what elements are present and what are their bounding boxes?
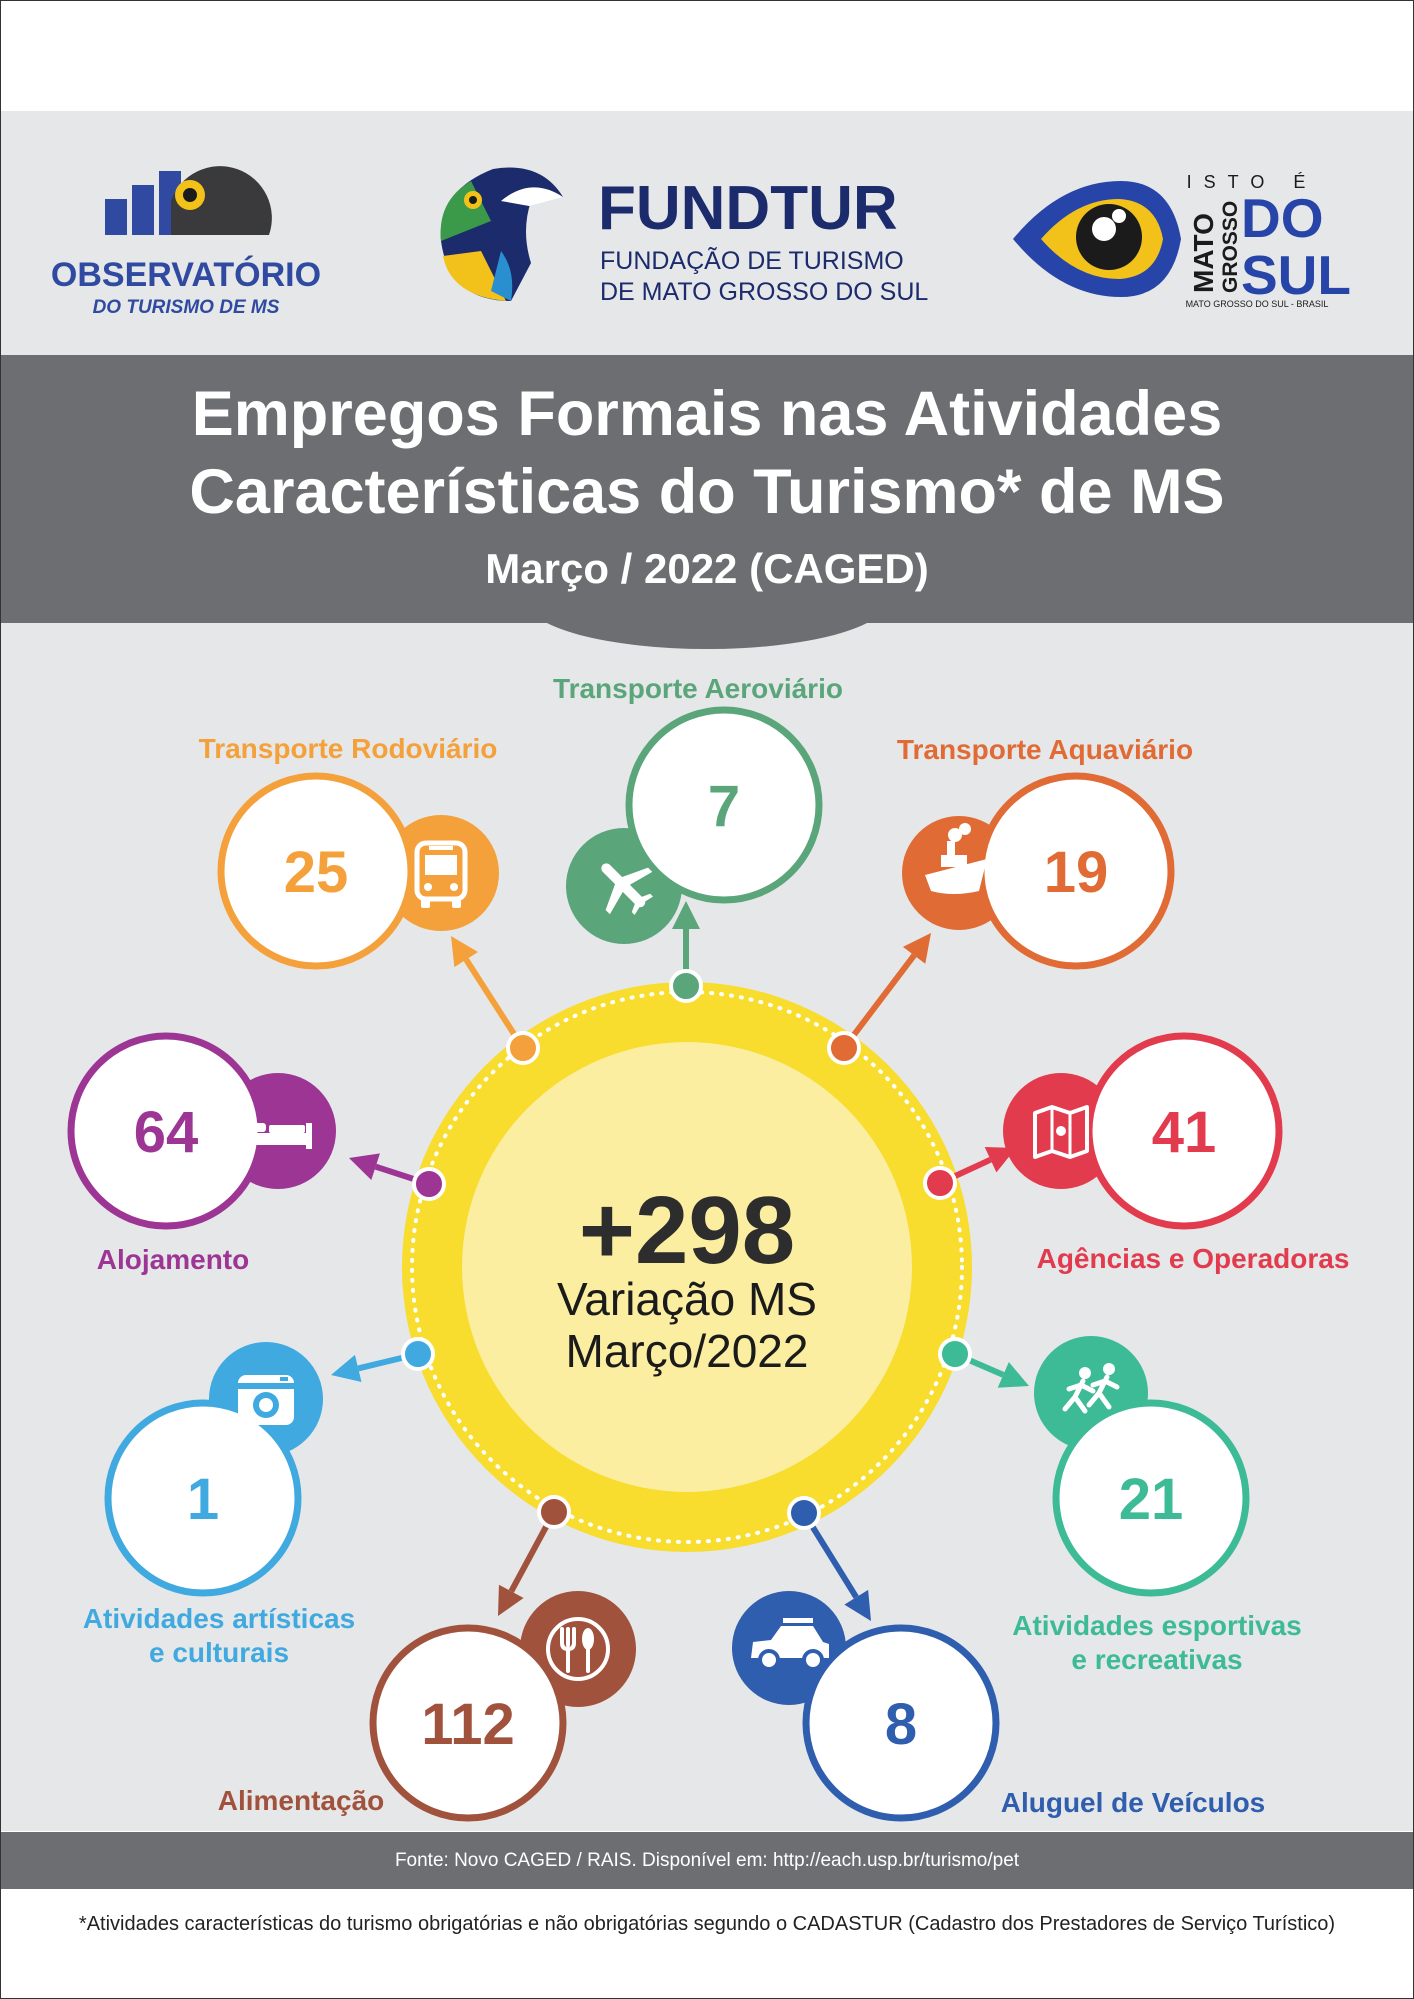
activity-node: 19 Transporte Aquaviário — [827, 734, 1193, 1065]
value-circle — [802, 1624, 1000, 1822]
bus-icon — [414, 840, 468, 908]
connector-dot — [923, 1166, 957, 1200]
activity-value: 1 — [187, 1467, 219, 1532]
connector-arrowhead — [672, 901, 700, 929]
connector-arrowhead — [349, 1153, 380, 1180]
value-circle — [217, 772, 415, 970]
connector-dot — [412, 1167, 446, 1201]
ms-logo-grosso: GROSSO — [1219, 201, 1242, 293]
activity-label: Aluguel de Veículos — [1001, 1787, 1266, 1818]
connector-dot — [938, 1337, 972, 1371]
observatorio-logo-title: OBSERVATÓRIO — [51, 256, 321, 294]
title-band-tab — [527, 553, 887, 649]
ms-logo-do: DO — [1241, 187, 1324, 249]
airplane-icon — [601, 863, 653, 915]
connector-dot — [506, 1031, 540, 1065]
page-title-line2: Características do Turismo* de MS — [189, 457, 1224, 527]
activity-label: Transporte Aeroviário — [553, 673, 843, 704]
activity-node: 25 Transporte Rodoviário — [199, 733, 540, 1065]
activity-value: 112 — [421, 1692, 515, 1757]
fundtur-logo-name: FUNDTUR — [598, 174, 898, 243]
ms-logo-mato: MATO — [1188, 213, 1219, 293]
car-icon — [751, 1618, 829, 1671]
bed-icon — [244, 1115, 312, 1149]
cutlery-icon — [546, 1617, 610, 1681]
value-circle — [104, 1399, 302, 1597]
connector-dot — [787, 1496, 821, 1530]
connector-arrowhead — [451, 936, 478, 968]
connector-dot — [827, 1031, 861, 1065]
map-icon — [1033, 1105, 1089, 1159]
activity-value: 41 — [1152, 1100, 1217, 1165]
activity-value: 64 — [134, 1100, 199, 1165]
activity-label: Atividades artísticas — [83, 1603, 355, 1634]
activity-label-line2: e recreativas — [1071, 1644, 1242, 1675]
ms-logo-sul: SUL — [1241, 244, 1351, 306]
activity-node: 8 Aluguel de Veículos — [732, 1496, 1266, 1822]
ms-logo: ISTO É MATO GROSSO DO SUL MATO GROSSO DO… — [1013, 172, 1351, 309]
value-circle — [1052, 1399, 1250, 1597]
activity-label: Transporte Rodoviário — [199, 733, 498, 764]
fundtur-logo: FUNDTUR FUNDAÇÃO DE TURISMO DE MATO GROS… — [440, 167, 928, 306]
fundtur-logo-line1: FUNDAÇÃO DE TURISMO — [600, 246, 904, 275]
activity-value: 7 — [708, 774, 740, 839]
total-variation-period: Março/2022 — [566, 1325, 809, 1377]
runners-icon — [1062, 1363, 1120, 1414]
connector-dot — [669, 969, 703, 1003]
infographic-canvas: OBSERVATÓRIO DO TURISMO DE MS FUNDTUR FU… — [1, 111, 1413, 1831]
activity-value: 19 — [1044, 840, 1109, 905]
connector-dot — [537, 1495, 571, 1529]
connector-line — [463, 957, 526, 1050]
sun-inner-disc — [462, 1042, 912, 1492]
activity-node: 7 Transporte Aeroviário — [553, 673, 843, 1003]
activity-value: 25 — [284, 840, 349, 905]
activity-label: Transporte Aquaviário — [897, 734, 1193, 765]
connector-line — [841, 953, 917, 1050]
value-circle — [369, 1624, 567, 1822]
sun-dotted-ring — [410, 990, 964, 1544]
activity-value: 21 — [1119, 1467, 1184, 1532]
page-subtitle: Março / 2022 (CAGED) — [485, 545, 928, 592]
connector-arrowhead — [902, 933, 931, 964]
footnote: *Atividades características do turismo o… — [78, 1912, 1336, 1935]
connector-dot — [401, 1337, 435, 1371]
connector-arrowhead — [331, 1354, 362, 1383]
observatorio-logo-subtitle: DO TURISMO DE MS — [93, 297, 280, 318]
activity-label: Alojamento — [97, 1244, 249, 1275]
activity-label: Atividades esportivas — [1012, 1610, 1301, 1641]
fundtur-logo-line2: DE MATO GROSSO DO SUL — [600, 278, 928, 306]
total-variation-value: +298 — [579, 1177, 795, 1284]
ms-logo-isto-e: ISTO É — [1187, 172, 1318, 192]
activity-node: 64 Alojamento — [67, 1032, 446, 1275]
camera-icon — [238, 1375, 294, 1425]
activity-value: 8 — [885, 1692, 917, 1757]
connector-arrowhead — [498, 1584, 524, 1616]
connector-arrowhead — [844, 1589, 871, 1621]
total-variation-label: Variação MS — [557, 1273, 817, 1325]
activity-label-line2: e culturais — [149, 1637, 289, 1668]
connector-arrowhead — [997, 1362, 1029, 1388]
source-note: Fonte: Novo CAGED / RAIS. Disponível em:… — [1, 1832, 1413, 1889]
activity-node: 112 Alimentação — [218, 1495, 636, 1822]
observatorio-logo: OBSERVATÓRIO DO TURISMO DE MS — [51, 166, 321, 318]
activity-nodes: 7 Transporte Aeroviário 19 Transporte Aquav… — [67, 673, 1350, 1822]
central-summary: +298 Variação MS Março/2022 — [402, 982, 972, 1552]
activity-label: Agências e Operadoras — [1037, 1243, 1350, 1274]
value-circle — [625, 706, 823, 904]
ship-icon — [925, 823, 987, 894]
activity-label: Alimentação — [218, 1785, 385, 1816]
ms-logo-caption: MATO GROSSO DO SUL - BRASIL — [1186, 299, 1329, 309]
activity-node: 41 Agências e Operadoras — [923, 1032, 1350, 1274]
page-title-line1: Empregos Formais nas Atividades — [192, 379, 1223, 449]
